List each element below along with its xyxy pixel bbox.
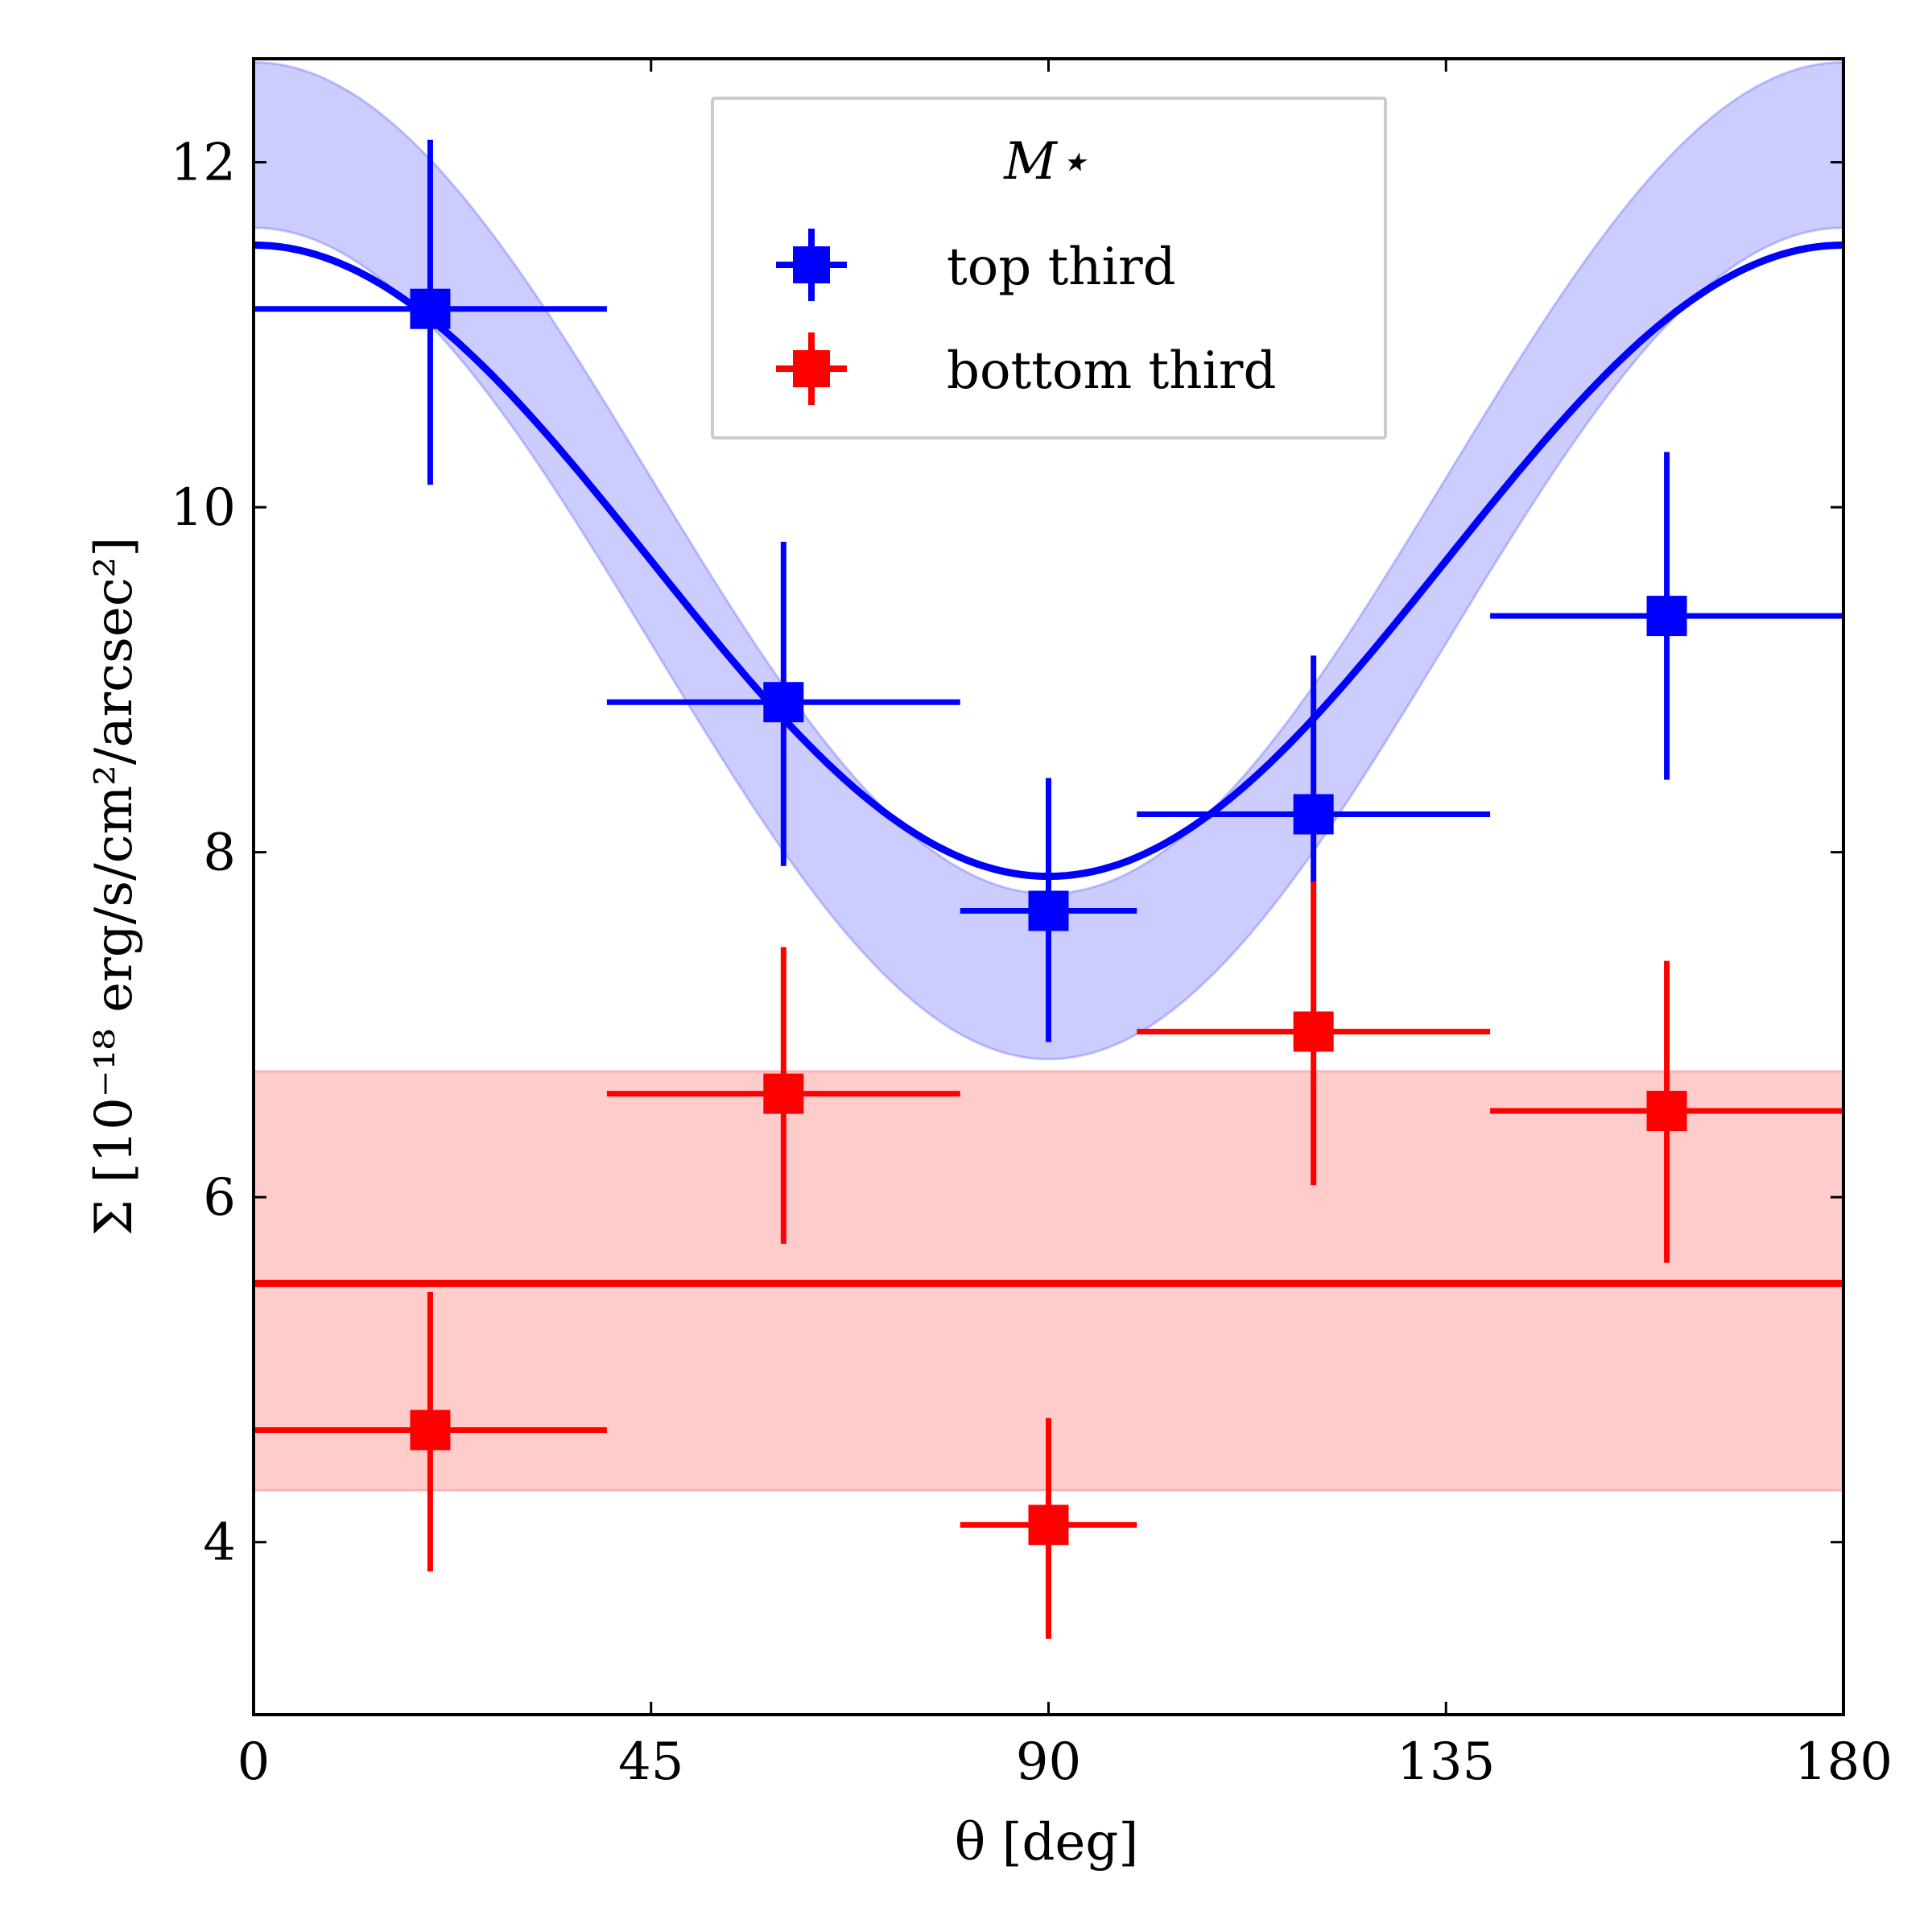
marker-top-third [1028, 890, 1069, 931]
y-tick-label: 10 [171, 478, 236, 538]
x-tick-label: 90 [1016, 1732, 1081, 1792]
marker-bottom-third [1293, 1011, 1334, 1052]
point-top-third [606, 541, 960, 866]
marker-bottom-third [1028, 1505, 1069, 1546]
marker-bottom-third [410, 1410, 451, 1451]
x-tick-label: 0 [237, 1732, 270, 1792]
x-tick-label: 135 [1397, 1732, 1495, 1792]
point-top-third [960, 778, 1137, 1042]
legend-label-top-third: top third [947, 237, 1176, 297]
point-top-third [254, 139, 607, 485]
legend-label-bottom-third: bottom third [947, 341, 1276, 401]
legend-marker-bottom-third [776, 332, 847, 405]
data-points [254, 139, 1843, 1639]
legend-marker-top-third [776, 229, 847, 301]
x-tick-label: 180 [1794, 1732, 1893, 1792]
point-bottom-third [1490, 960, 1843, 1263]
legend-box [711, 97, 1387, 440]
point-bottom-third [1137, 881, 1491, 1186]
marker-top-third [763, 682, 804, 723]
y-tick-label: 12 [171, 134, 236, 193]
point-bottom-third [254, 1292, 607, 1572]
point-top-third [1137, 655, 1491, 884]
y-tick-label: 4 [203, 1513, 236, 1573]
x-tick-label: 45 [618, 1732, 683, 1792]
legend: M⋆ top third bottom third [711, 97, 1387, 440]
x-axis-title: θ [deg] [955, 1813, 1139, 1872]
point-top-third [1490, 452, 1843, 780]
axis-ticks: 0 45 90 135 180 4 6 8 10 12 [171, 59, 1893, 1792]
point-bottom-third [960, 1418, 1137, 1639]
y-tick-label: 6 [203, 1168, 236, 1228]
y-tick-label: 8 [203, 824, 236, 883]
marker-top-third [410, 288, 451, 329]
marker-bottom-third [763, 1073, 804, 1114]
marker-bottom-third [1646, 1091, 1687, 1132]
marker-top-third [1646, 596, 1687, 637]
point-bottom-third [606, 947, 960, 1245]
marker-top-third [1293, 794, 1334, 835]
legend-title: M⋆ [1003, 132, 1089, 192]
y-axis-title: Σ [10⁻¹⁸ erg/s/cm²/arcsec²] [85, 537, 144, 1236]
